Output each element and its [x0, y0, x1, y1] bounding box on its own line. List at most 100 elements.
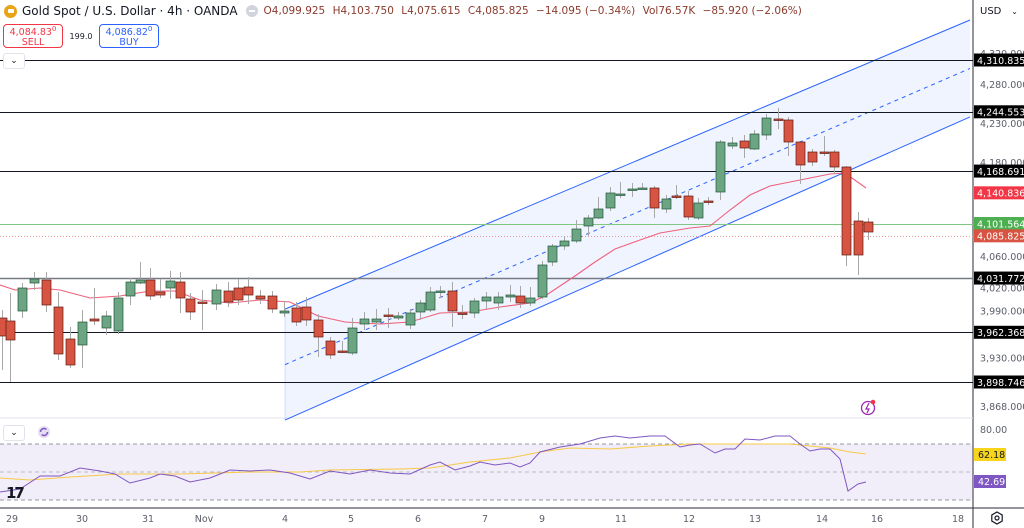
candle-down[interactable] [829, 150, 840, 174]
candle-down[interactable] [863, 218, 874, 240]
candle-down[interactable] [155, 279, 166, 298]
candle-down[interactable] [515, 286, 526, 308]
sync-icon[interactable] [38, 426, 50, 438]
candle-down[interactable] [65, 327, 76, 368]
candle-up[interactable] [505, 285, 516, 302]
candle-up[interactable] [525, 287, 536, 306]
candle-up[interactable] [113, 292, 124, 334]
candle-down[interactable] [325, 337, 336, 359]
candle-body [749, 133, 760, 150]
candle-down[interactable] [53, 292, 64, 360]
candle-down[interactable] [795, 141, 806, 184]
candle-down[interactable] [267, 291, 278, 313]
candle-down[interactable] [301, 297, 312, 326]
candle-down[interactable] [649, 186, 660, 218]
candle-up[interactable] [693, 198, 704, 220]
candle-down[interactable] [447, 282, 458, 327]
candle-down[interactable] [223, 282, 234, 307]
candle-up[interactable] [415, 300, 426, 320]
candle-down[interactable] [175, 272, 186, 313]
candle-down[interactable] [313, 314, 324, 357]
candle-up[interactable] [559, 236, 570, 250]
candle-down[interactable] [703, 197, 714, 205]
rsi-collapse-button[interactable]: ⌄ [3, 425, 25, 441]
candle-down[interactable] [243, 277, 254, 304]
lightning-alert-icon[interactable] [860, 399, 876, 416]
candle-up[interactable] [135, 262, 146, 284]
candle-up[interactable] [125, 278, 136, 305]
candle-down[interactable] [337, 341, 348, 353]
candle-up[interactable] [435, 286, 446, 298]
candle-down[interactable] [185, 293, 196, 320]
candle-up[interactable] [761, 114, 772, 140]
sell-button[interactable]: 4,084.830 SELL [3, 24, 63, 48]
collapse-legend-button[interactable]: ⌄ [3, 53, 25, 69]
candle-up[interactable] [371, 309, 382, 330]
candle-up[interactable] [571, 220, 582, 243]
candle-up[interactable] [749, 130, 760, 150]
candle-body [125, 281, 136, 297]
candle-up[interactable] [211, 284, 222, 310]
market-status-icon[interactable] [245, 5, 258, 17]
candle-down[interactable] [291, 302, 302, 326]
candle-up[interactable] [493, 292, 504, 310]
candle-up[interactable] [547, 244, 558, 266]
candle-down[interactable] [233, 279, 244, 305]
channel-upper-line[interactable] [284, 19, 971, 310]
candle-down[interactable] [5, 293, 16, 382]
settings-gear-icon[interactable] [990, 511, 1004, 525]
tradingview-logo[interactable]: 17 [6, 484, 25, 502]
symbol-title[interactable]: Gold Spot / U.S. Dollar · 4h · OANDA [22, 4, 238, 18]
candle-down[interactable] [145, 268, 156, 300]
candle-down[interactable] [41, 272, 52, 312]
candle-down[interactable] [457, 305, 468, 319]
candle-up[interactable] [481, 292, 492, 309]
rsi-label-bg [974, 475, 1006, 488]
candle-up[interactable] [29, 272, 40, 290]
candle-up[interactable] [593, 197, 604, 219]
candle-down[interactable] [773, 108, 784, 129]
level-label: 4,031.772 [977, 274, 1024, 285]
candle-up[interactable] [359, 312, 370, 330]
candle-down[interactable] [383, 308, 394, 328]
candle-up[interactable] [583, 215, 594, 236]
channel-lower-line[interactable] [284, 116, 971, 421]
candle-up[interactable] [627, 183, 638, 197]
candle-up[interactable] [537, 261, 548, 299]
candle-down[interactable] [89, 288, 100, 325]
candle-down[interactable] [683, 191, 694, 220]
currency-select[interactable]: USD ⌄ [976, 2, 1022, 20]
candle-up[interactable] [605, 187, 616, 211]
candle-up[interactable] [393, 312, 404, 320]
candle-up[interactable] [347, 318, 358, 355]
candle-down[interactable] [739, 135, 750, 158]
currency-label: USD [980, 5, 1002, 17]
buy-button[interactable]: 4,086.820 BUY [99, 24, 159, 48]
candle-down[interactable] [807, 149, 818, 166]
candle-up[interactable] [405, 309, 416, 329]
candle-body [683, 195, 694, 218]
candle-up[interactable] [425, 287, 436, 312]
candle-up[interactable] [727, 137, 738, 149]
candle-up[interactable] [17, 283, 28, 318]
candle-up[interactable] [469, 298, 480, 318]
candle-body [649, 187, 660, 209]
price-tick-label: 3,868.000 [980, 402, 1024, 413]
candle-up[interactable] [101, 311, 112, 335]
candle-up[interactable] [279, 301, 290, 317]
candle-up[interactable] [77, 310, 88, 368]
candle-down[interactable] [671, 185, 682, 199]
candle-down[interactable] [197, 290, 208, 330]
candle-down[interactable] [841, 166, 852, 266]
candle-down[interactable] [853, 212, 864, 275]
candle-down[interactable] [819, 136, 830, 156]
level-label-bg [974, 105, 1024, 119]
candle-down[interactable] [255, 290, 266, 304]
candle-up[interactable] [661, 195, 672, 213]
candle-up[interactable] [637, 183, 648, 190]
candle-up[interactable] [165, 271, 176, 299]
candle-up[interactable] [715, 140, 726, 200]
candle-up[interactable] [615, 182, 626, 198]
candle-down[interactable] [783, 117, 794, 156]
